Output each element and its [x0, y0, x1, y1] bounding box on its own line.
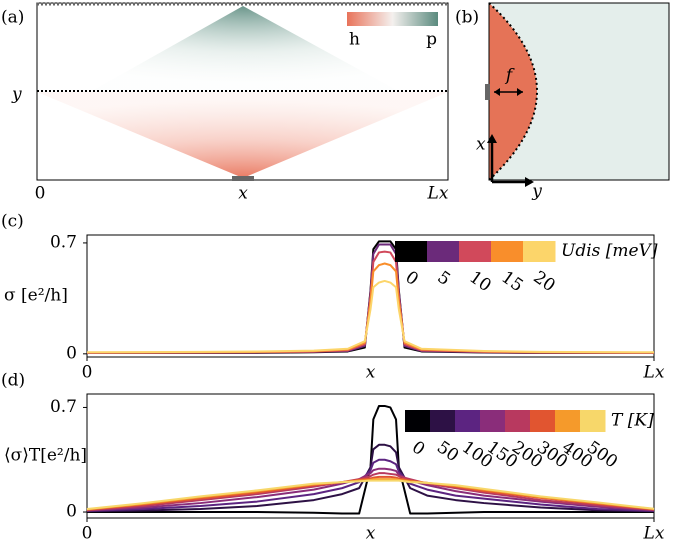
axis-label: x — [238, 184, 248, 204]
hole-fan — [37, 92, 448, 178]
legend-label: 20 — [530, 267, 559, 296]
y-tick-label: 0.7 — [50, 397, 77, 417]
x-tick-label: Lx — [643, 524, 665, 542]
legend-swatch — [555, 410, 581, 432]
legend-label: 5 — [434, 267, 454, 290]
focus-curve — [488, 2, 538, 181]
legend-swatch — [505, 410, 531, 432]
legend-swatch — [405, 410, 431, 432]
panel-label: (b) — [455, 8, 479, 28]
legend-swatch — [580, 410, 606, 432]
annotation: f — [504, 66, 515, 86]
series-line — [87, 404, 654, 515]
legend-swatch — [455, 410, 481, 432]
legend-swatch — [480, 410, 506, 432]
plot-frame — [86, 234, 655, 358]
panel-a: (a) y x 0 Lx h p — [1, 2, 449, 204]
legend-label: 15 — [498, 267, 527, 296]
particle-fan — [90, 6, 400, 92]
legend-swatch — [523, 241, 556, 262]
plot-frame — [86, 393, 655, 519]
tick-label: 0 — [35, 184, 46, 204]
tick-label: Lx — [427, 184, 449, 204]
y-axis-label: σ [e²/h] — [4, 286, 68, 306]
y-tick-label: 0.7 — [50, 232, 77, 252]
legend-swatch — [530, 410, 556, 432]
y-tick-label: 0 — [66, 343, 77, 363]
y-axis-label: ⟨σ⟩T[e²/h] — [4, 446, 87, 466]
x-axis-label: x — [366, 363, 376, 383]
legend-swatch — [395, 241, 428, 262]
legend-label: 0 — [408, 437, 428, 460]
contact — [485, 84, 490, 100]
legend-title: T [K] — [611, 411, 654, 431]
legend-swatch — [491, 241, 524, 262]
series-line — [86, 472, 655, 512]
panel-label: (d) — [1, 371, 25, 391]
axes-arrows — [490, 140, 528, 184]
arrow-head — [494, 88, 523, 96]
y-tick-label: 0 — [66, 502, 77, 522]
legend-label: 0 — [402, 267, 422, 290]
axis-label: y — [11, 85, 22, 105]
x-tick-label: 0 — [82, 363, 93, 383]
x-axis-label: x — [366, 524, 376, 542]
series-line — [86, 467, 655, 512]
x-tick-label: 0 — [82, 524, 93, 542]
arrow-head — [487, 134, 534, 187]
legend-title: Udis [meV] — [561, 241, 658, 261]
legend-label: 500 — [583, 437, 621, 472]
legend-label: 50 — [433, 437, 462, 466]
series-line — [86, 279, 655, 354]
legend-swatch — [430, 410, 456, 432]
axis-label: y — [531, 182, 542, 202]
panel-label: (a) — [1, 8, 24, 28]
legend-label: 10 — [466, 267, 495, 296]
series-line — [86, 443, 655, 513]
panel-label: (c) — [1, 212, 24, 232]
colorbar-label: h — [349, 30, 360, 50]
legend-swatch — [427, 241, 460, 262]
colorbar-label: p — [426, 30, 437, 50]
colorbar — [347, 12, 438, 26]
series-line — [86, 479, 655, 511]
axis-label: x — [476, 135, 486, 155]
contact — [232, 176, 254, 181]
x-tick-label: Lx — [643, 363, 665, 383]
series-line — [86, 458, 655, 512]
legend-swatch — [459, 241, 492, 262]
panel-b: (b) f x y — [455, 2, 670, 202]
series-line — [86, 475, 655, 511]
